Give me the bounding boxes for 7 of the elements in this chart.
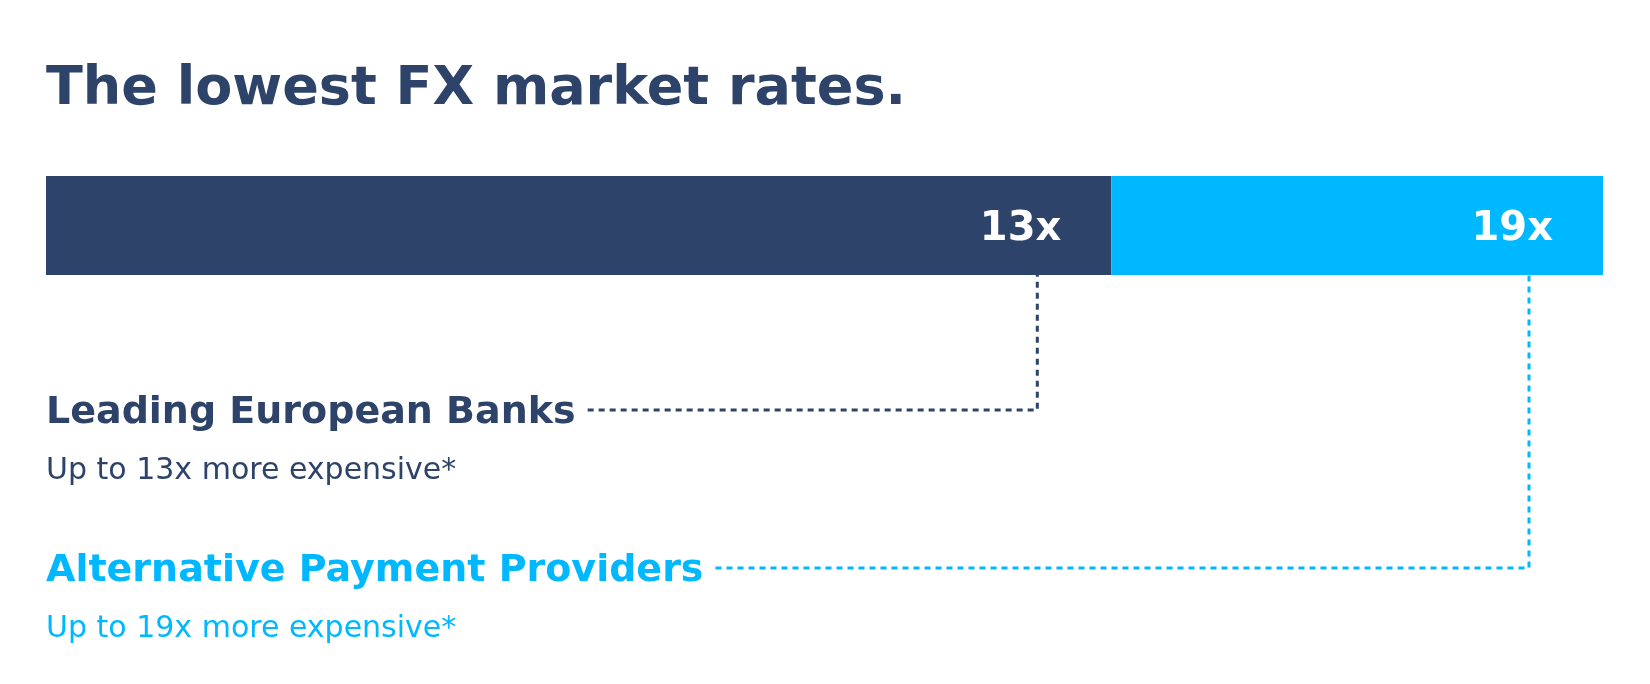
text: Alternative Payment Providers: [46, 546, 704, 591]
text: Leading European Banks: [46, 388, 576, 433]
text: Up to 19x more expensive*: [46, 608, 457, 644]
total-label: 19x: [1471, 202, 1554, 249]
text: Up to 13x more expensive*: [46, 450, 457, 486]
data-label: 13x: [979, 202, 1062, 249]
chart-title: The lowest FX market rates.: [46, 54, 907, 117]
